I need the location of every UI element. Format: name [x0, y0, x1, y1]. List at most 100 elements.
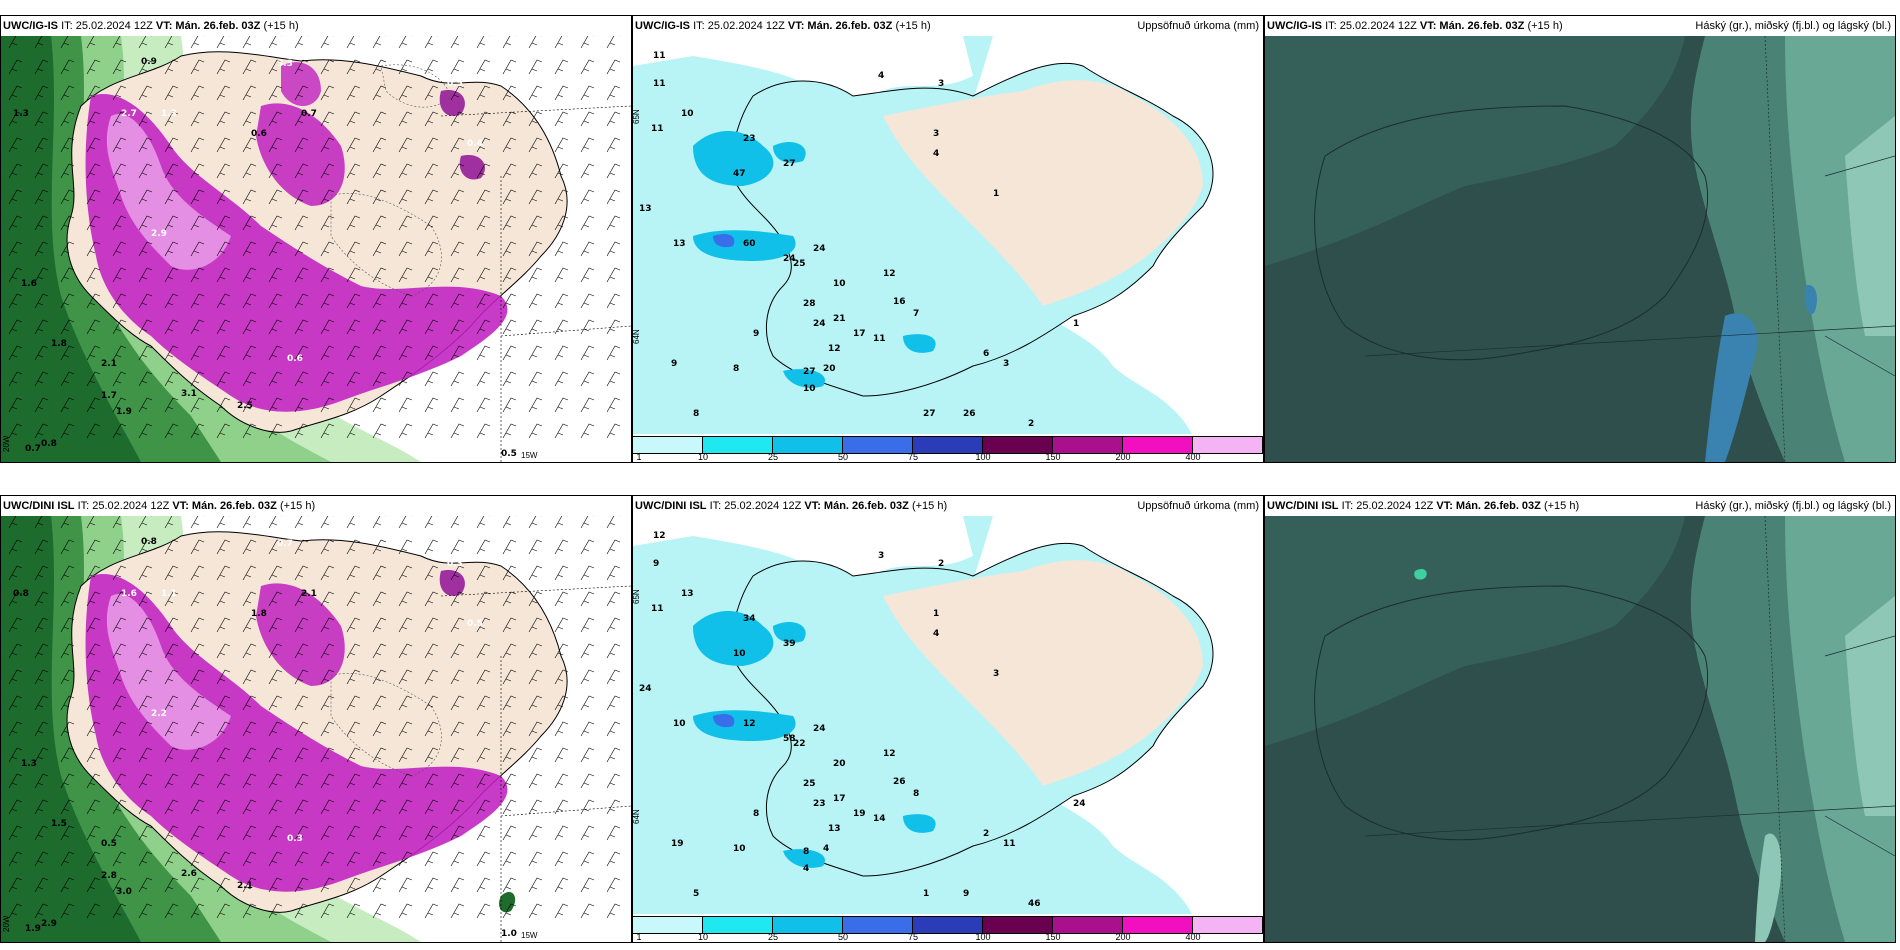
wind-barb — [372, 293, 387, 309]
wind-barb — [606, 137, 621, 153]
wind-barb — [164, 825, 179, 841]
wind-barb — [138, 591, 153, 607]
wind-barb — [450, 825, 465, 841]
wind-barb — [554, 539, 569, 555]
wind-barb — [8, 163, 23, 179]
lead-time: (+15 h) — [1527, 20, 1563, 32]
wind-barb — [294, 59, 309, 75]
wind-barb — [372, 851, 387, 867]
wind-barb — [138, 215, 153, 231]
wind-barb — [320, 773, 335, 789]
wind-barb — [112, 565, 127, 581]
wind-barb — [216, 877, 231, 893]
wind-barb — [60, 799, 75, 815]
colorbar-swatch — [703, 917, 773, 933]
wind-barb — [372, 617, 387, 633]
field-value-label: 23 — [743, 134, 756, 144]
wind-barb — [34, 643, 49, 659]
wind-barb — [60, 319, 75, 335]
wind-barb — [190, 345, 205, 361]
wind-barb — [476, 163, 491, 179]
colorbar-label: 100 — [975, 452, 991, 462]
wind-barb — [164, 163, 179, 179]
wind-barb — [138, 397, 153, 413]
wind-barb — [164, 423, 179, 439]
wind-barb — [476, 565, 491, 581]
wind-barb — [112, 59, 127, 75]
wind-barb — [138, 111, 153, 127]
field-value-label: 2 — [1028, 419, 1034, 429]
wind-barb — [554, 345, 569, 361]
wind-barb — [320, 397, 335, 413]
wind-barb — [372, 643, 387, 659]
wind-barb — [190, 799, 205, 815]
field-value-label: 46 — [1028, 899, 1041, 909]
wind-barb — [164, 799, 179, 815]
wind-barb — [268, 825, 283, 841]
field-value-label: 10 — [673, 719, 686, 729]
wind-barb — [424, 397, 439, 413]
wind-barb — [190, 241, 205, 257]
model-name: UWC/IG-IS — [1267, 20, 1322, 32]
wind-barb — [606, 799, 621, 815]
lead-time: (+15 h) — [895, 20, 931, 32]
field-value-label: 34 — [743, 614, 756, 624]
wind-barb — [554, 799, 569, 815]
wind-barb — [268, 345, 283, 361]
colorbar-label: 10 — [697, 932, 708, 942]
field-value-label: 4 — [933, 149, 939, 159]
wind-barb — [528, 397, 543, 413]
wind-barb — [424, 669, 439, 685]
wind-barb — [34, 903, 49, 919]
wind-barb — [450, 565, 465, 581]
wind-barb — [398, 903, 413, 919]
field-value-label: 0.6 — [251, 129, 267, 139]
wind-barb — [60, 851, 75, 867]
field-value-label: 9 — [671, 359, 677, 369]
field-value-label: 1.9 — [25, 924, 41, 934]
wind-barb — [372, 215, 387, 231]
wind-barb — [60, 591, 75, 607]
wind-barb — [34, 851, 49, 867]
wind-barb — [34, 319, 49, 335]
wind-map: 0.8 0.7 0.3 0.8 1.6 1.8 2.1 0.5 1.3 1.5 0.5 2.91.9 2… — [1, 516, 631, 942]
wind-barb — [34, 345, 49, 361]
field-value-label: 1.3 — [161, 109, 177, 119]
wind-map: 0.9 3.30.51.3 2.70.60.70.41.61.82.10.80.71… — [1, 36, 631, 462]
wind-barb — [606, 695, 621, 711]
wind-barb — [216, 59, 231, 75]
wind-barb — [190, 215, 205, 231]
wind-barb — [398, 565, 413, 581]
wind-barb — [320, 565, 335, 581]
wind-barb — [8, 36, 22, 49]
wind-barb — [554, 423, 569, 439]
wind-barb — [372, 189, 387, 205]
wind-barb — [294, 643, 309, 659]
wind-barb — [112, 825, 127, 841]
wind-barb — [112, 643, 127, 659]
colorbar-swatch — [843, 437, 913, 453]
wind-barb — [34, 539, 49, 555]
wind-barb — [450, 241, 465, 257]
wind-barb — [242, 721, 257, 737]
colorbar-swatch — [1053, 917, 1123, 933]
lon20-label: 20W — [2, 915, 11, 932]
wind-barb — [164, 111, 179, 127]
field-value-label: 2.9 — [151, 229, 167, 239]
field-value-label: 2.8 — [101, 871, 117, 881]
wind-barb — [398, 747, 413, 763]
field-value-label: 12 — [883, 749, 896, 759]
field-value-label: 2.7 — [121, 109, 137, 119]
wind-barb — [580, 189, 595, 205]
wind-barb — [346, 747, 361, 763]
wind-barb — [164, 565, 179, 581]
wind-barb — [320, 345, 335, 361]
wind-barb — [242, 241, 257, 257]
wind-barb — [242, 59, 257, 75]
wind-barb — [528, 721, 543, 737]
wind-barb — [398, 539, 413, 555]
wind-barb — [294, 851, 309, 867]
wind-barb — [242, 163, 257, 179]
field-value-label: 1 — [923, 889, 929, 899]
wind-barb — [580, 423, 595, 439]
